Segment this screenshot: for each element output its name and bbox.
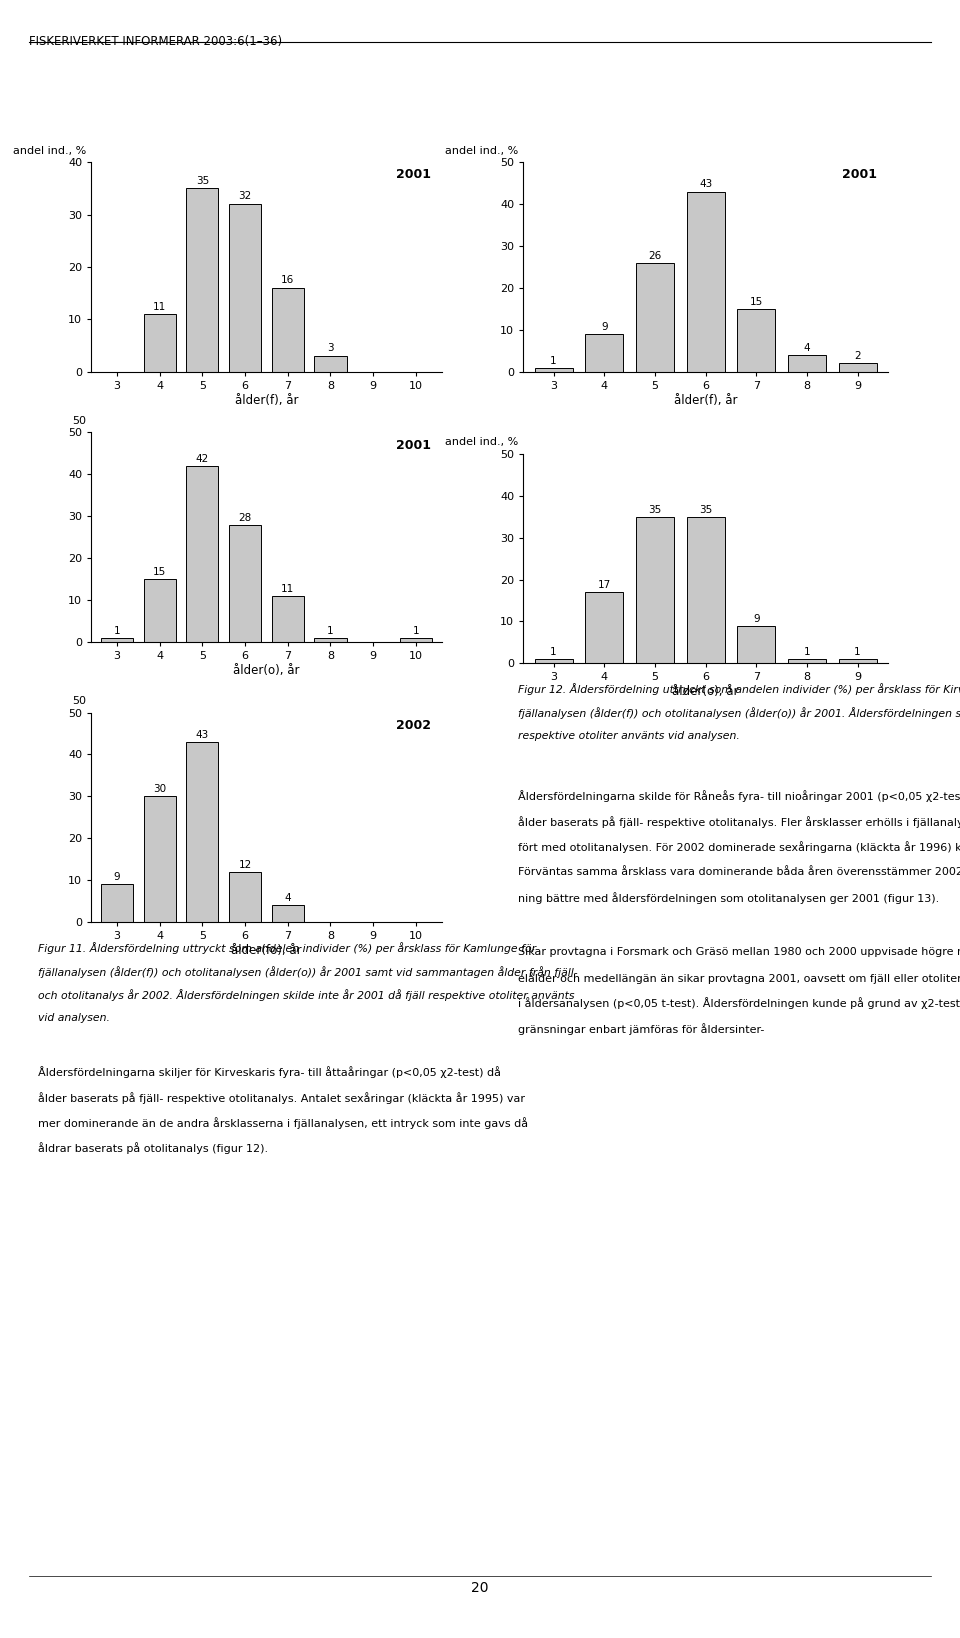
Bar <box>186 465 218 642</box>
Bar <box>186 188 218 372</box>
Text: 35: 35 <box>699 505 712 514</box>
Text: Förväntas samma årsklass vara dominerande båda åren överensstämmer 2002 års förd: Förväntas samma årsklass vara dominerand… <box>518 867 960 876</box>
Text: 1: 1 <box>113 626 120 636</box>
Text: Åldersfördelningarna skilde för Råneås fyra- till nioåringar 2001 (p<0,05 χ2-tes: Åldersfördelningarna skilde för Råneås f… <box>518 791 960 803</box>
Bar <box>400 637 432 642</box>
Bar <box>144 796 176 922</box>
Text: Sikar provtagna i Forsmark och Gräsö mellan 1980 och 2000 uppvisade högre med-: Sikar provtagna i Forsmark och Gräsö mel… <box>518 947 960 957</box>
Text: 1: 1 <box>413 626 420 636</box>
Bar <box>272 596 303 642</box>
Bar <box>315 637 347 642</box>
Text: 11: 11 <box>281 583 295 595</box>
Text: 50: 50 <box>72 696 86 706</box>
Bar <box>686 516 725 663</box>
Text: 43: 43 <box>196 731 209 740</box>
Text: 28: 28 <box>238 513 252 523</box>
Text: 50: 50 <box>72 416 86 426</box>
Text: 11: 11 <box>153 301 166 311</box>
Text: 1: 1 <box>550 647 557 657</box>
Text: mer dominerande än de andra årsklasserna i fjällanalysen, ett intryck som inte g: mer dominerande än de andra årsklasserna… <box>38 1117 529 1129</box>
Text: Åldersfördelningarna skiljer för Kirveskaris fyra- till åttaåringar (p<0,05 χ2-t: Åldersfördelningarna skiljer för Kirvesk… <box>38 1066 501 1078</box>
Bar <box>686 192 725 372</box>
Bar <box>186 742 218 922</box>
Text: andel ind., %: andel ind., % <box>445 146 518 156</box>
Bar <box>636 516 674 663</box>
Text: andel ind., %: andel ind., % <box>445 437 518 447</box>
Bar <box>636 262 674 372</box>
Text: 17: 17 <box>598 580 611 590</box>
Text: fjällanalysen (ålder(f)) och otolitanalysen (ålder(o)) år 2001 samt vid sammanta: fjällanalysen (ålder(f)) och otolitanaly… <box>38 966 578 978</box>
Text: 1: 1 <box>327 626 334 636</box>
Text: 1: 1 <box>804 647 810 657</box>
Bar <box>144 580 176 642</box>
Text: 2001: 2001 <box>396 169 431 182</box>
Bar <box>586 334 623 372</box>
Text: 2002: 2002 <box>396 719 431 732</box>
Text: gränsningar enbart jämföras för åldersinter-: gränsningar enbart jämföras för åldersin… <box>518 1022 765 1035</box>
Text: 42: 42 <box>196 454 209 464</box>
Bar <box>101 637 132 642</box>
Text: 32: 32 <box>238 192 252 201</box>
Text: ålder baserats på fjäll- respektive otolitanalys. Fler årsklasser erhölls i fjäl: ålder baserats på fjäll- respektive otol… <box>518 816 960 827</box>
Text: 35: 35 <box>196 175 209 185</box>
X-axis label: ålder(o), år: ålder(o), år <box>233 663 300 676</box>
Bar <box>535 658 572 663</box>
X-axis label: ålder(f), år: ålder(f), år <box>674 393 737 406</box>
Text: 4: 4 <box>284 893 291 903</box>
Bar <box>272 288 303 372</box>
Text: 43: 43 <box>699 180 712 190</box>
Text: vid analysen.: vid analysen. <box>38 1012 110 1024</box>
Text: 12: 12 <box>238 860 252 870</box>
Text: 1: 1 <box>854 647 861 657</box>
Text: 2001: 2001 <box>842 169 877 182</box>
Text: fjällanalysen (ålder(f)) och otolitanalysen (ålder(o)) år 2001. Åldersfördelning: fjällanalysen (ålder(f)) och otolitanaly… <box>518 708 960 719</box>
Text: Figur 12. Åldersfördelning uttryckt som andelen individer (%) per årsklass för K: Figur 12. Åldersfördelning uttryckt som … <box>518 683 960 695</box>
Bar <box>272 906 303 922</box>
Text: i åldersanalysen (p<0,05 t-test). Åldersfördelningen kunde på grund av χ2-testet: i åldersanalysen (p<0,05 t-test). Ålders… <box>518 998 960 1009</box>
Bar <box>788 355 826 372</box>
Text: fört med otolitanalysen. För 2002 dominerade sexåringarna (kläckta år 1996) klar: fört med otolitanalysen. För 2002 domine… <box>518 842 960 853</box>
Text: ålder baserats på fjäll- respektive otolitanalys. Antalet sexåringar (kläckta år: ålder baserats på fjäll- respektive otol… <box>38 1093 525 1104</box>
Bar <box>535 367 572 372</box>
Text: 15: 15 <box>750 296 763 306</box>
Bar <box>839 364 876 372</box>
Text: 20: 20 <box>471 1581 489 1595</box>
Text: Figur 11. Åldersfördelning uttryckt som andelen individer (%) per årsklass för K: Figur 11. Åldersfördelning uttryckt som … <box>38 942 537 953</box>
Text: 9: 9 <box>113 873 120 883</box>
Text: 3: 3 <box>327 344 334 354</box>
Text: 16: 16 <box>281 275 295 285</box>
Text: 2001: 2001 <box>396 439 431 452</box>
Bar <box>788 658 826 663</box>
Bar <box>101 885 132 922</box>
Bar <box>229 205 261 372</box>
Text: 9: 9 <box>753 614 759 624</box>
Bar <box>737 310 776 372</box>
Text: 15: 15 <box>153 567 166 577</box>
Text: elålder och medellängän än sikar provtagna 2001, oavsett om fjäll eller otoliter: elålder och medellängän än sikar provtag… <box>518 973 960 984</box>
Text: 35: 35 <box>648 505 661 514</box>
Bar <box>315 355 347 372</box>
Bar <box>839 658 876 663</box>
Text: 9: 9 <box>601 323 608 333</box>
Text: åldrar baserats på otolitanalys (figur 12).: åldrar baserats på otolitanalys (figur 1… <box>38 1143 269 1155</box>
X-axis label: ålder(fo), år: ålder(fo), år <box>231 943 301 957</box>
X-axis label: ålder(f), år: ålder(f), år <box>234 393 299 406</box>
Text: ning bättre med åldersfördelningen som otolitanalysen ger 2001 (figur 13).: ning bättre med åldersfördelningen som o… <box>518 891 940 904</box>
Text: 4: 4 <box>804 342 810 352</box>
Bar <box>144 314 176 372</box>
Bar <box>737 626 776 663</box>
Text: 26: 26 <box>648 251 661 260</box>
Text: 2: 2 <box>854 351 861 362</box>
Text: respektive otoliter använts vid analysen.: respektive otoliter använts vid analysen… <box>518 731 740 740</box>
Text: FISKERIVERKET INFORMERAR 2003:6(1–36): FISKERIVERKET INFORMERAR 2003:6(1–36) <box>29 34 282 48</box>
Bar <box>586 591 623 663</box>
X-axis label: ålder(o), år: ålder(o), år <box>672 685 739 698</box>
Text: 30: 30 <box>153 785 166 794</box>
Bar <box>229 524 261 642</box>
Text: och otolitanalys år 2002. Åldersfördelningen skilde inte år 2001 då fjäll respek: och otolitanalys år 2002. Åldersfördelni… <box>38 989 575 1001</box>
Text: andel ind., %: andel ind., % <box>13 146 86 156</box>
Text: 1: 1 <box>550 355 557 365</box>
Bar <box>229 871 261 922</box>
